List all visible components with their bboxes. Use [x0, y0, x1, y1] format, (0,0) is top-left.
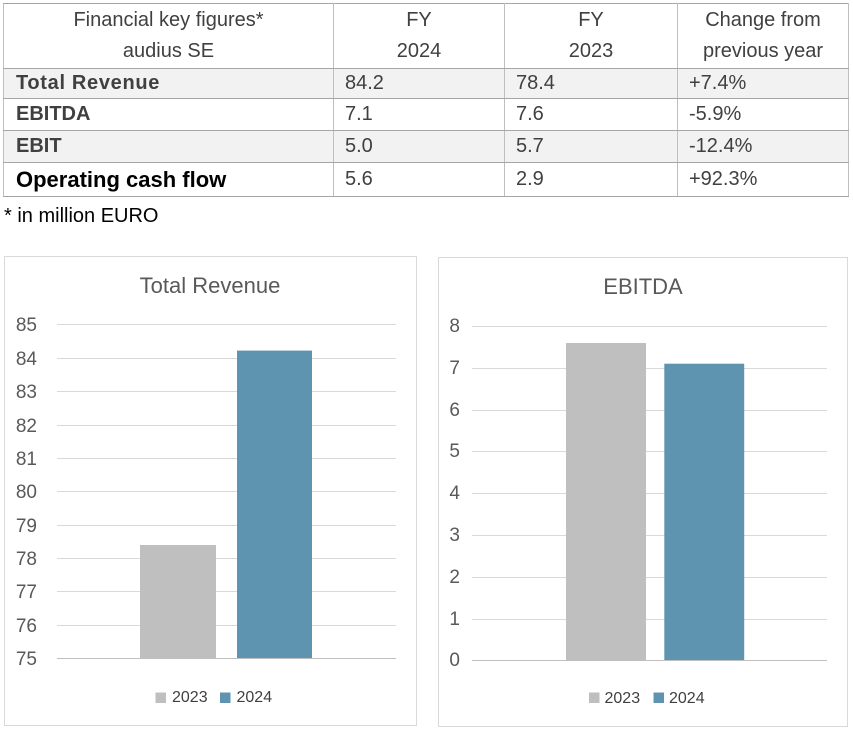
- svg-text:76: 76: [16, 616, 37, 637]
- svg-text:EBITDA: EBITDA: [603, 274, 683, 299]
- svg-text:83: 83: [16, 382, 37, 403]
- svg-text:78: 78: [16, 549, 37, 570]
- svg-text:5: 5: [449, 441, 460, 462]
- svg-text:81: 81: [16, 449, 37, 470]
- svg-text:6: 6: [449, 400, 460, 421]
- svg-text:Total Revenue: Total Revenue: [140, 273, 281, 298]
- svg-text:82: 82: [16, 416, 37, 437]
- svg-text:2023: 2023: [172, 689, 208, 706]
- svg-text:2024: 2024: [669, 690, 705, 707]
- svg-text:4: 4: [449, 483, 460, 504]
- svg-text:2: 2: [449, 567, 460, 588]
- svg-text:2024: 2024: [237, 689, 273, 706]
- svg-text:8: 8: [449, 316, 460, 337]
- svg-text:3: 3: [449, 525, 460, 546]
- svg-text:7: 7: [449, 358, 460, 379]
- svg-text:85: 85: [16, 315, 37, 336]
- svg-text:77: 77: [16, 582, 37, 603]
- svg-text:84: 84: [16, 349, 38, 370]
- svg-text:0: 0: [449, 650, 460, 671]
- svg-text:2023: 2023: [605, 690, 641, 707]
- svg-text:1: 1: [449, 609, 460, 630]
- svg-text:79: 79: [16, 516, 37, 537]
- svg-text:75: 75: [16, 649, 37, 670]
- svg-text:80: 80: [16, 482, 37, 503]
